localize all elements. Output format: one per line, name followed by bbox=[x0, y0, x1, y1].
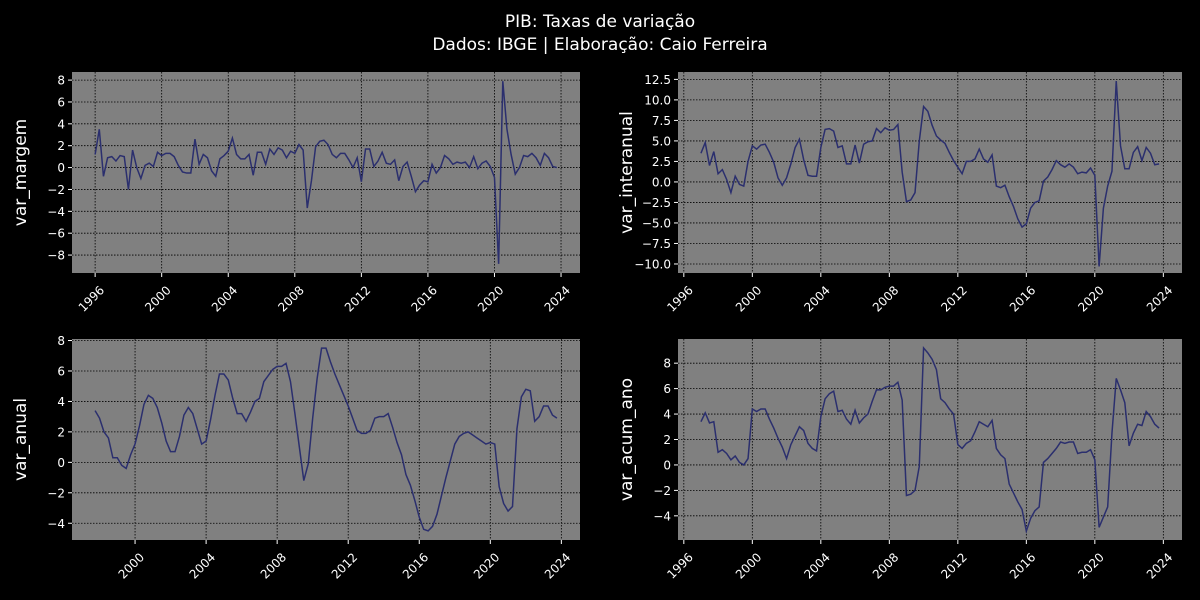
y-tick-label: −4 bbox=[47, 205, 65, 219]
y-tick-label: 6 bbox=[57, 364, 65, 378]
y-tick-label: 2.5 bbox=[652, 155, 671, 169]
y-axis-label: var_interanual bbox=[617, 111, 637, 234]
data-line bbox=[700, 80, 1160, 267]
y-axis-label: var_acum_ano bbox=[617, 378, 637, 501]
y-tick-label: −2 bbox=[47, 486, 65, 500]
y-axis-label: var_anual bbox=[11, 398, 31, 481]
y-tick-label: −7.5 bbox=[642, 237, 671, 251]
y-tick-label: 8 bbox=[57, 334, 65, 348]
y-tick-label: 7.5 bbox=[652, 114, 671, 128]
y-tick-label: 4 bbox=[663, 408, 671, 422]
y-tick-label: 8 bbox=[663, 357, 671, 371]
y-tick-label: 8 bbox=[57, 74, 65, 88]
y-tick-label: 2 bbox=[57, 139, 65, 153]
y-tick-label: 0.0 bbox=[652, 175, 671, 189]
plot-area bbox=[678, 72, 1182, 273]
figure-title: PIB: Taxas de variação bbox=[505, 12, 695, 32]
data-line bbox=[94, 347, 558, 532]
plot-area bbox=[72, 339, 580, 540]
y-tick-label: −2 bbox=[653, 484, 671, 498]
y-tick-label: −4 bbox=[47, 517, 65, 531]
data-line bbox=[700, 345, 1160, 535]
y-tick-label: −2.5 bbox=[642, 196, 671, 210]
y-tick-label: 0 bbox=[57, 161, 65, 175]
y-tick-label: 2 bbox=[663, 433, 671, 447]
y-tick-label: −2 bbox=[47, 183, 65, 197]
y-tick-label: −8 bbox=[47, 249, 65, 263]
y-tick-label: 0 bbox=[663, 458, 671, 472]
data-line bbox=[94, 81, 558, 264]
y-tick-label: −10.0 bbox=[634, 257, 671, 271]
figure-subtitle: Dados: IBGE | Elaboração: Caio Ferreira bbox=[432, 35, 767, 55]
y-tick-label: 6 bbox=[57, 95, 65, 109]
y-tick-label: 0 bbox=[57, 456, 65, 470]
plot-area bbox=[72, 72, 580, 273]
y-tick-label: 6 bbox=[663, 382, 671, 396]
y-tick-label: 10.0 bbox=[644, 93, 671, 107]
y-tick-label: −5.0 bbox=[642, 216, 671, 230]
y-tick-label: 2 bbox=[57, 425, 65, 439]
y-tick-label: −4 bbox=[653, 509, 671, 523]
y-tick-label: 12.5 bbox=[644, 73, 671, 87]
y-tick-label: 5.0 bbox=[652, 134, 671, 148]
y-tick-label: 4 bbox=[57, 395, 65, 409]
y-tick-label: 4 bbox=[57, 117, 65, 131]
y-tick-label: −6 bbox=[47, 227, 65, 241]
y-axis-label: var_margem bbox=[11, 119, 31, 226]
